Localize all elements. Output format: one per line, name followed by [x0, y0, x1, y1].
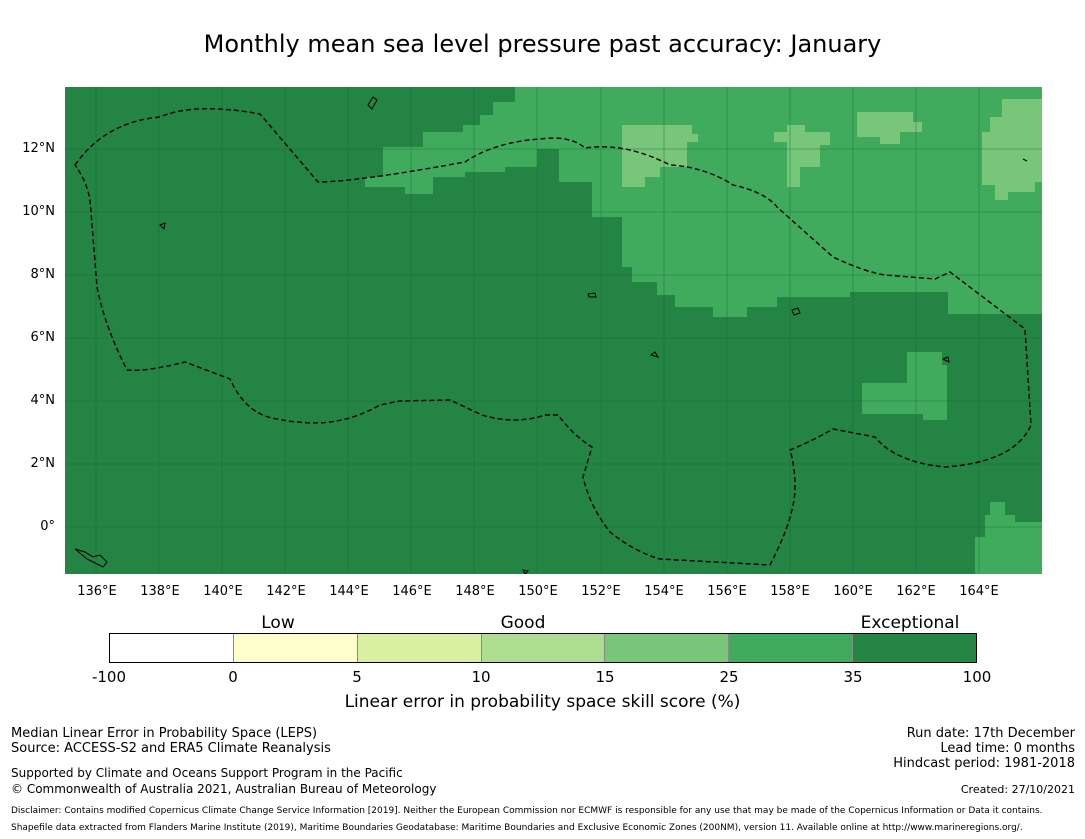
lon-label: 164°E	[959, 584, 999, 599]
colorbar-tick: 100	[962, 668, 992, 686]
lon-label: 144°E	[329, 584, 369, 599]
lon-label: 146°E	[392, 584, 432, 599]
colorbar-bin	[481, 634, 606, 662]
lon-label: 142°E	[266, 584, 306, 599]
lat-label: 6°N	[30, 330, 56, 345]
lat-label: 2°N	[30, 456, 56, 471]
colorbar-tick: 25	[719, 668, 739, 686]
lat-label: 0°	[40, 519, 55, 534]
category-label-low: Low	[261, 613, 295, 633]
lat-label: 10°N	[22, 204, 55, 219]
skill-map-svg	[65, 87, 1042, 574]
islands	[74, 96, 1028, 574]
colorbar-tick: -100	[91, 668, 127, 686]
source-note: Source: ACCESS-S2 and ERA5 Climate Reana…	[11, 741, 331, 756]
colorbar-tick: 10	[471, 668, 491, 686]
mid-skill-patch-4	[982, 99, 1042, 200]
category-label-good: Good	[500, 613, 546, 633]
copyright-note: © Commonwealth of Australia 2021, Austra…	[11, 782, 437, 796]
run-date: Run date: 17th December	[906, 726, 1075, 741]
mid-skill-patch-2	[774, 125, 830, 187]
colorbar-tick: 0	[228, 668, 238, 686]
support-note: Supported by Climate and Oceans Support …	[11, 766, 403, 780]
colorbar-bin	[233, 634, 358, 662]
colorbar-bin	[357, 634, 482, 662]
lat-label: 12°N	[22, 141, 55, 156]
lon-label: 154°E	[644, 584, 684, 599]
colorbar-bin	[853, 634, 977, 662]
mid-skill-patch-1	[622, 125, 698, 187]
eez-boundary	[74, 107, 1032, 566]
skill-map	[65, 87, 1042, 574]
high-skill-region-east	[862, 352, 947, 420]
created-date: Created: 27/10/2021	[960, 783, 1075, 796]
disclaimer: Disclaimer: Contains modified Copernicus…	[11, 806, 1043, 816]
colorbar-bin	[110, 634, 234, 662]
lead-time: Lead time: 0 months	[940, 741, 1075, 756]
colorbar-tick: 35	[843, 668, 863, 686]
lon-label: 136°E	[77, 584, 117, 599]
method-note: Median Linear Error in Probability Space…	[11, 726, 318, 741]
lon-label: 140°E	[203, 584, 243, 599]
colorbar-tick: 5	[352, 668, 362, 686]
lon-label: 138°E	[140, 584, 180, 599]
lon-label: 162°E	[896, 584, 936, 599]
lon-label: 150°E	[518, 584, 558, 599]
lon-label: 156°E	[707, 584, 747, 599]
gridlines	[65, 87, 1042, 574]
lon-label: 160°E	[833, 584, 873, 599]
map-title: Monthly mean sea level pressure past acc…	[203, 30, 882, 58]
lat-label: 4°N	[30, 393, 56, 408]
shapefile-credit: Shapefile data extracted from Flanders M…	[11, 823, 1023, 833]
lon-label: 152°E	[581, 584, 621, 599]
colorbar	[109, 633, 977, 663]
colorbar-title: Linear error in probability space skill …	[344, 692, 741, 712]
colorbar-bin	[605, 634, 730, 662]
high-skill-region-north	[365, 87, 1042, 317]
hindcast-period: Hindcast period: 1981-2018	[893, 756, 1075, 771]
lon-label: 148°E	[455, 584, 495, 599]
mid-skill-patch-3	[857, 112, 922, 144]
colorbar-bin	[729, 634, 854, 662]
lon-label: 158°E	[770, 584, 810, 599]
colorbar-tick: 15	[595, 668, 615, 686]
high-skill-region-southeast	[975, 502, 1042, 574]
lat-label: 8°N	[30, 267, 56, 282]
category-label-exceptional: Exceptional	[860, 613, 960, 633]
